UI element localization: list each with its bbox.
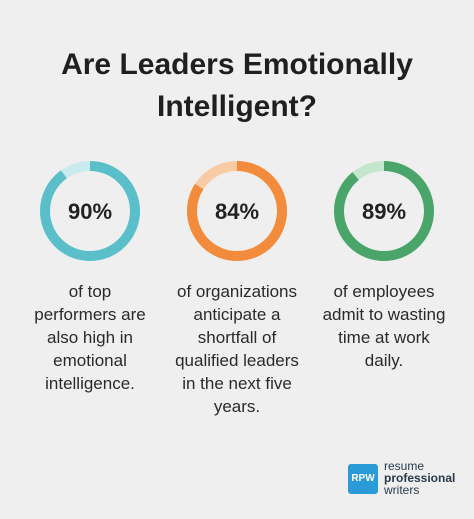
title-line-2: Intelligent? (157, 90, 317, 123)
stat-description-1: of top performers are also high in emoti… (15, 280, 165, 395)
stat-top-performers: 90% of top performers are also high in e… (15, 156, 165, 395)
desc-line: intelligence. (45, 374, 135, 393)
donut-chart-1: 90% (40, 161, 140, 261)
donut-value-3: 89% (362, 199, 406, 224)
stat-description-3: of employees admit to wasting time at wo… (309, 280, 459, 372)
desc-line: shortfall of (197, 328, 277, 347)
donut-chart-2: 84% (187, 161, 287, 261)
desc-line: time at work (338, 328, 430, 347)
donut-value-1: 90% (68, 199, 112, 224)
desc-line: admit to wasting (322, 305, 446, 324)
donut-value-2: 84% (215, 199, 259, 224)
desc-line: emotional (53, 351, 127, 370)
title-line-1: Are Leaders Emotionally (61, 48, 413, 81)
desc-line: years. (213, 397, 261, 416)
donut-arc-1 (40, 161, 140, 261)
logo-line-2: professional (384, 471, 456, 485)
donut-arc-2 (187, 161, 287, 261)
stat-description-2: of organizations anticipate a shortfall … (162, 280, 312, 418)
desc-line: of top (68, 282, 112, 301)
stats-row: 90% of top performers are also high in e… (0, 156, 474, 416)
desc-line: in the next five (182, 374, 292, 393)
stat-organizations: 84% of organizations anticipate a shortf… (162, 156, 312, 418)
stat-employees: 89% of employees admit to wasting time a… (309, 156, 459, 372)
donut-arc-3 (334, 161, 434, 261)
logo-line-1: resume (384, 459, 425, 473)
page-title: Are Leaders Emotionally Intelligent? (0, 44, 474, 128)
donut-chart-3: 89% (334, 161, 434, 261)
desc-line: qualified leaders (175, 351, 299, 370)
desc-line: anticipate a (193, 305, 281, 324)
desc-line: performers are (34, 305, 146, 324)
desc-line: of employees (333, 282, 435, 301)
desc-line: of organizations (176, 282, 298, 301)
logo-wordmark: resume professional writers (384, 460, 474, 496)
desc-line: also high in (46, 328, 133, 347)
desc-line: daily. (364, 351, 404, 370)
logo-line-3: writers (384, 483, 420, 497)
logo-badge: RPW (348, 464, 378, 494)
